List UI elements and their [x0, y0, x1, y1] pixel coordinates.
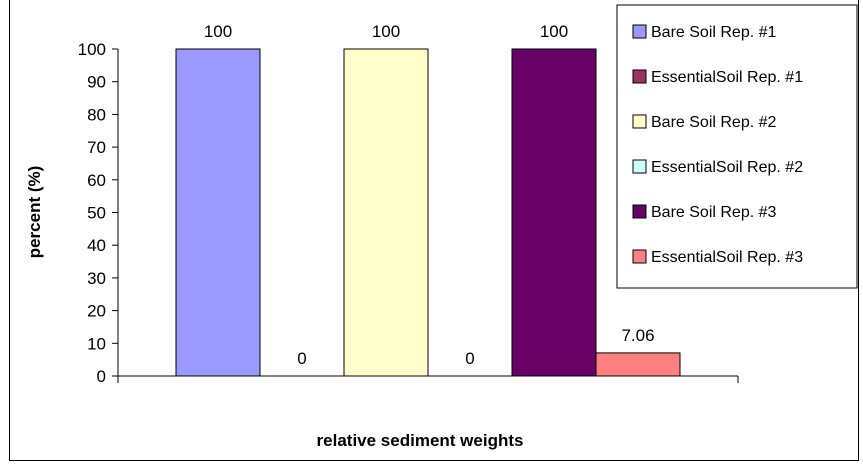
- legend-label: EssentialSoil Rep. #3: [651, 249, 803, 266]
- legend-label: Bare Soil Rep. #2: [651, 114, 777, 131]
- y-tick-label: 20: [87, 302, 106, 321]
- bar: [343, 48, 429, 377]
- bars: [175, 48, 681, 377]
- y-axis-title: percent (%): [25, 166, 44, 259]
- data-label: 0: [297, 349, 306, 368]
- y-tick-label: 100: [78, 40, 106, 59]
- bar: [511, 48, 597, 377]
- legend-swatch: [632, 24, 647, 39]
- data-label: 100: [540, 22, 568, 41]
- y-tick-label: 30: [87, 269, 106, 288]
- y-tick-label: 70: [87, 138, 106, 157]
- y-tick-label: 90: [87, 73, 106, 92]
- legend-swatch: [632, 159, 647, 174]
- y-tick-label: 50: [87, 204, 106, 223]
- legend-swatch: [632, 114, 647, 129]
- legend-swatch: [632, 249, 647, 264]
- y-axis: 0 10 20 30 40 50 60 70 80 90 100: [78, 40, 119, 386]
- data-label: 100: [372, 22, 400, 41]
- bar: [175, 48, 261, 377]
- legend-swatch: [632, 69, 647, 84]
- legend-label: EssentialSoil Rep. #2: [651, 159, 803, 176]
- bar: [595, 352, 681, 377]
- legend: Bare Soil Rep. #1 EssentialSoil Rep. #1 Ba…: [616, 4, 858, 289]
- legend-swatch: [632, 204, 647, 219]
- legend-label: Bare Soil Rep. #1: [651, 24, 777, 41]
- data-label: 7.06: [621, 326, 654, 345]
- data-label: 100: [204, 22, 232, 41]
- y-tick-label: 80: [87, 105, 106, 124]
- data-label: 0: [465, 349, 474, 368]
- legend-label: Bare Soil Rep. #3: [651, 204, 777, 221]
- y-tick-label: 0: [97, 367, 106, 386]
- y-tick-label: 60: [87, 171, 106, 190]
- legend-label: EssentialSoil Rep. #1: [651, 69, 803, 86]
- legend-box: [616, 4, 858, 289]
- y-tick-label: 40: [87, 236, 106, 255]
- y-tick-label: 10: [87, 334, 106, 353]
- data-labels: 100 0 100 0 100 7.06: [204, 22, 655, 368]
- x-axis-title: relative sediment weights: [317, 431, 524, 450]
- x-axis: [117, 375, 739, 383]
